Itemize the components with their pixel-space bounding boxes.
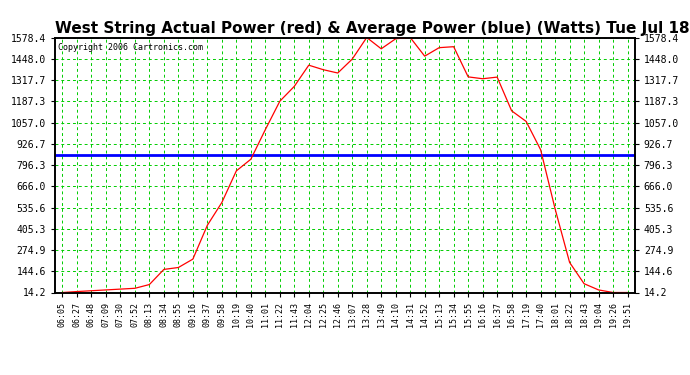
Text: Copyright 2006 Cartronics.com: Copyright 2006 Cartronics.com [58,43,203,52]
Text: West String Actual Power (red) & Average Power (blue) (Watts) Tue Jul 18 20:05: West String Actual Power (red) & Average… [55,21,690,36]
